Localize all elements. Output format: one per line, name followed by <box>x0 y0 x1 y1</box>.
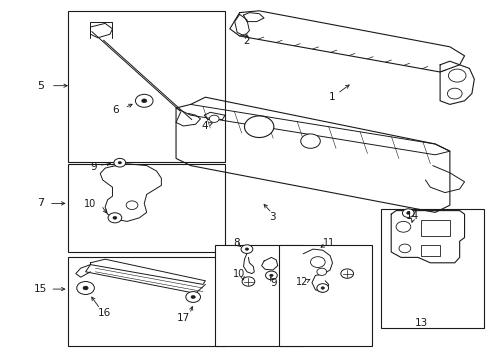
Circle shape <box>126 201 138 210</box>
Circle shape <box>118 161 122 164</box>
Bar <box>215 245 303 346</box>
Circle shape <box>113 216 117 219</box>
Circle shape <box>340 269 353 278</box>
Text: 9: 9 <box>270 278 277 288</box>
Circle shape <box>406 212 409 215</box>
Text: 10: 10 <box>84 199 97 209</box>
Bar <box>68 11 224 162</box>
Text: 9: 9 <box>90 162 97 172</box>
Text: 10: 10 <box>232 269 244 279</box>
Circle shape <box>402 209 413 217</box>
Circle shape <box>135 94 153 107</box>
Bar <box>381 209 483 328</box>
Circle shape <box>269 274 273 277</box>
Circle shape <box>185 292 200 302</box>
Text: 16: 16 <box>97 308 111 318</box>
Text: 6: 6 <box>112 105 119 115</box>
Text: 4: 4 <box>201 121 207 131</box>
Circle shape <box>316 284 328 292</box>
Circle shape <box>300 134 320 148</box>
Circle shape <box>310 257 325 267</box>
Circle shape <box>447 88 461 99</box>
Text: 14: 14 <box>405 211 419 221</box>
Circle shape <box>447 69 465 82</box>
Circle shape <box>398 244 410 253</box>
Bar <box>68 164 224 252</box>
Circle shape <box>395 221 410 232</box>
Text: 12: 12 <box>295 276 308 287</box>
Text: 15: 15 <box>34 284 47 294</box>
Text: 8: 8 <box>232 238 239 248</box>
Circle shape <box>241 245 252 253</box>
Bar <box>68 257 224 346</box>
Circle shape <box>316 268 326 275</box>
Text: 3: 3 <box>269 212 276 222</box>
Circle shape <box>244 116 273 138</box>
Circle shape <box>190 295 195 299</box>
Circle shape <box>114 158 125 167</box>
Text: 7: 7 <box>37 198 44 208</box>
Circle shape <box>242 277 254 286</box>
Text: 13: 13 <box>414 318 427 328</box>
Circle shape <box>108 213 122 223</box>
Text: 11: 11 <box>322 238 334 248</box>
Circle shape <box>265 271 277 280</box>
Circle shape <box>142 99 146 103</box>
Circle shape <box>83 286 88 290</box>
Bar <box>420 220 449 236</box>
Text: 5: 5 <box>37 81 44 91</box>
Circle shape <box>77 282 94 294</box>
Circle shape <box>209 115 219 122</box>
Bar <box>278 245 371 346</box>
Text: 1: 1 <box>328 92 335 102</box>
Bar <box>420 245 439 256</box>
Circle shape <box>244 248 248 251</box>
Text: 2: 2 <box>243 36 249 46</box>
Circle shape <box>320 287 324 289</box>
Text: 17: 17 <box>176 312 190 323</box>
